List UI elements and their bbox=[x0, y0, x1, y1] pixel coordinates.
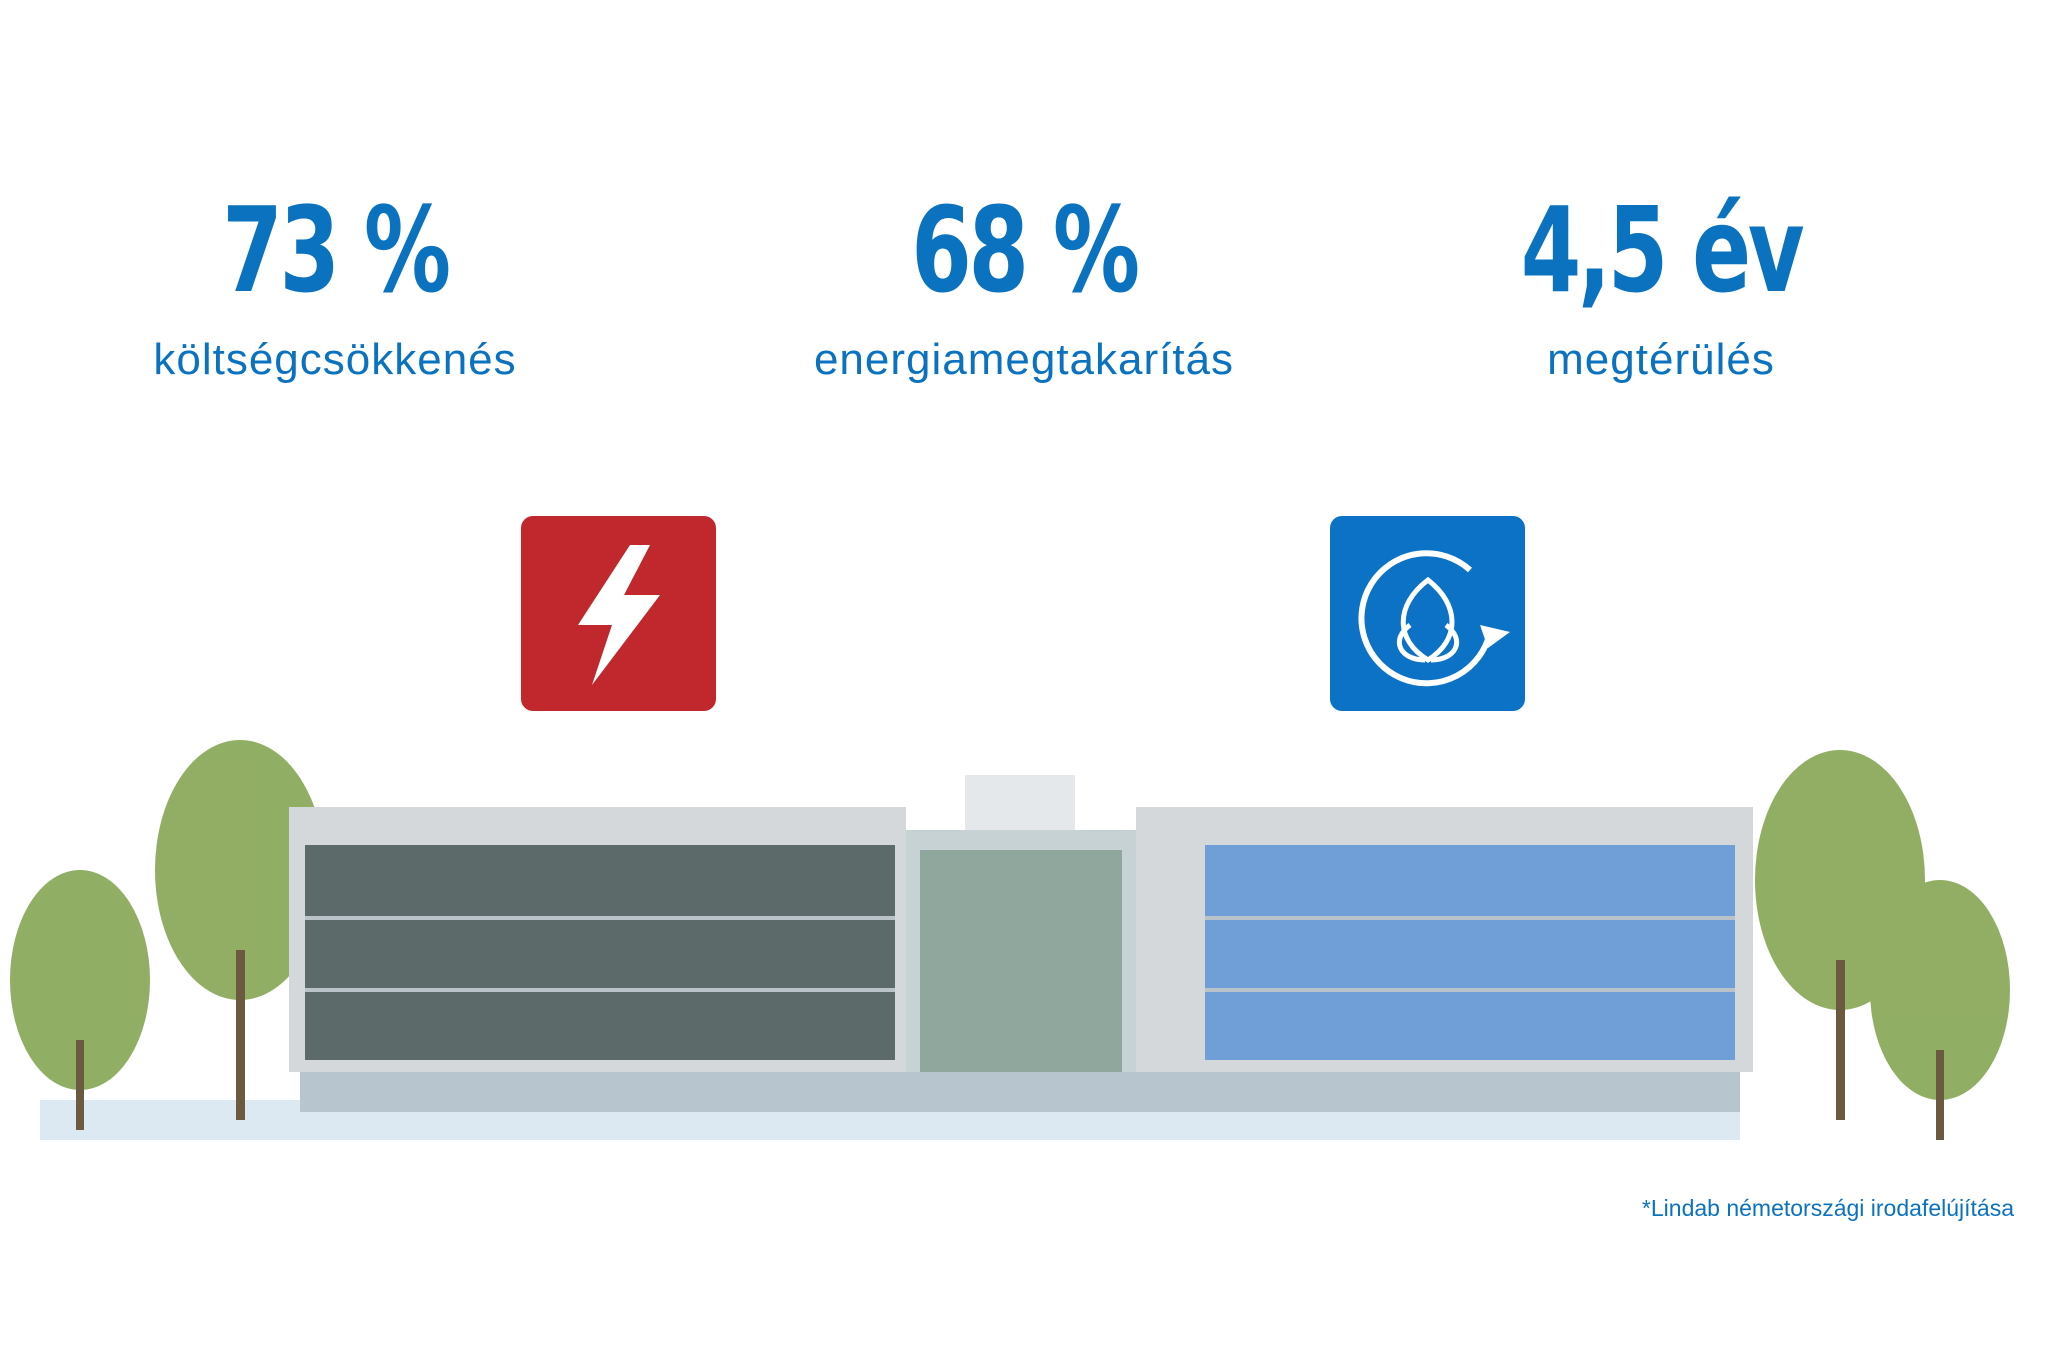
trees bbox=[10, 740, 2010, 1100]
arrow-head bbox=[1480, 625, 1510, 648]
trunks bbox=[76, 950, 1944, 1140]
glass-left bbox=[305, 845, 895, 1060]
lightning bbox=[578, 545, 660, 685]
footnote: *Lindab németországi irodafelújítása bbox=[1641, 1195, 2014, 1221]
leaf bbox=[1396, 576, 1460, 663]
stat-value: 68 % bbox=[911, 181, 1140, 319]
ground-floor bbox=[300, 1072, 1740, 1112]
stat: 73 % költségcsökkenés bbox=[35, 180, 635, 390]
floors bbox=[305, 916, 1735, 992]
stat-value: 73 % bbox=[222, 181, 451, 319]
stat-label: költségcsökkenés bbox=[153, 335, 517, 384]
stat: 4,5 év megtérülés bbox=[1361, 180, 1961, 390]
stat: 68 % energiamegtakarítás bbox=[724, 180, 1324, 390]
rooftop bbox=[965, 775, 1075, 830]
glass-right bbox=[1205, 845, 1735, 1060]
glass-middle bbox=[920, 850, 1122, 1080]
stat-label: energiamegtakarítás bbox=[813, 335, 1235, 384]
stat-value: 4,5 év bbox=[1520, 181, 1805, 319]
cycle-arrow bbox=[1358, 550, 1493, 687]
stat-label: megtérülés bbox=[1547, 335, 1775, 384]
